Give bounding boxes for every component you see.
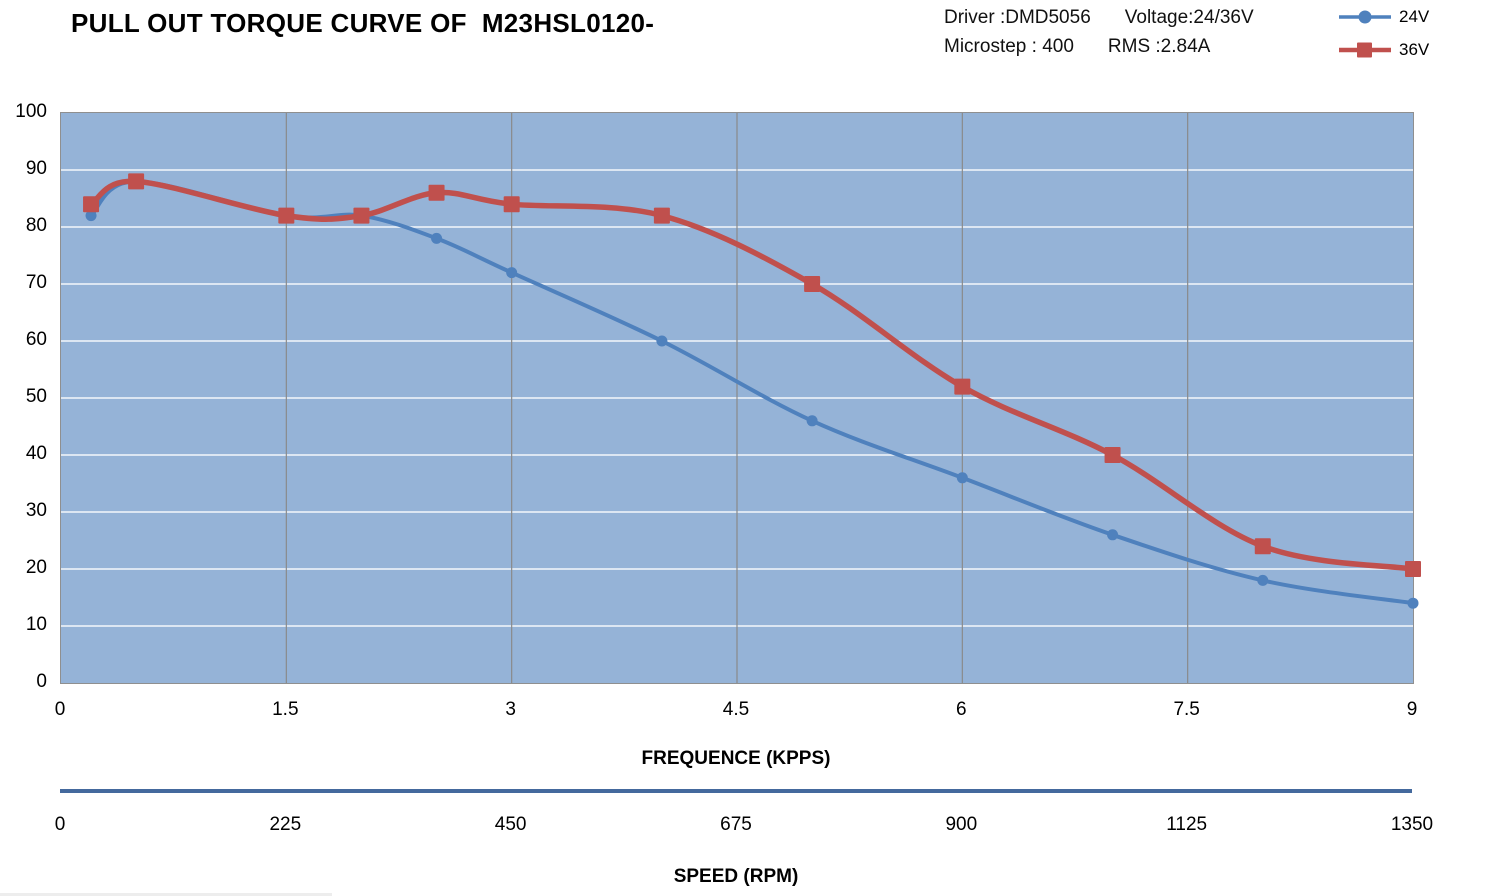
legend-24v-label: 24V xyxy=(1399,7,1430,26)
rms-label: RMS :2.84A xyxy=(1107,35,1211,57)
speed-tick-450: 450 xyxy=(494,814,527,835)
y-tick-50: 50 xyxy=(25,386,47,407)
speed-tick-1350: 1350 xyxy=(1390,814,1434,835)
plot-area xyxy=(60,112,1421,684)
driver-label: Driver :DMD5056 xyxy=(944,6,1091,28)
driver-info-block: Driver :DMD5056 Voltage:24/36V Microstep… xyxy=(944,3,1254,61)
series-36v-point-0 xyxy=(83,196,100,213)
series-24v-point-11 xyxy=(1407,597,1419,609)
series-36v-point-1 xyxy=(128,173,145,190)
series-36v-point-10 xyxy=(1254,538,1271,555)
y-tick-30: 30 xyxy=(25,500,47,521)
microstep-label: Microstep : 400 xyxy=(944,35,1074,57)
series-36v-point-6 xyxy=(653,207,670,224)
series-36v-point-7 xyxy=(804,276,821,292)
series-24v-point-6 xyxy=(656,335,668,347)
x-tick-0: 0 xyxy=(54,699,66,720)
torque-curve-chart xyxy=(61,113,1421,683)
legend-36v-label: 36V xyxy=(1399,40,1430,59)
y-tick-10: 10 xyxy=(25,614,47,635)
series-24v-point-7 xyxy=(806,415,818,427)
y-tick-90: 90 xyxy=(25,158,47,179)
series-24v-point-5 xyxy=(506,267,518,279)
series-36v-line xyxy=(88,178,1416,572)
series-36v-point-4 xyxy=(428,184,445,201)
y-tick-100: 100 xyxy=(15,101,47,122)
series-36v-point-5 xyxy=(503,196,520,213)
legend-item-24v: 24V xyxy=(1338,4,1429,30)
x-tick-6: 6 xyxy=(956,699,967,720)
x-axis-title: FREQUENCE (KPPS) xyxy=(641,748,831,769)
y-tick-40: 40 xyxy=(25,443,47,464)
y-tick-20: 20 xyxy=(25,557,47,578)
series-36v-point-9 xyxy=(1104,447,1121,463)
speed-tick-1125: 1125 xyxy=(1166,814,1208,835)
series-36v-point-2 xyxy=(278,207,295,224)
chart-title: PULL OUT TORQUE CURVE OF M23HSL0120- xyxy=(71,8,655,38)
legend-item-36v: 36V xyxy=(1338,37,1429,63)
legend-24v-line-marker-icon xyxy=(1339,10,1391,24)
voltage-label: Voltage:24/36V xyxy=(1124,6,1254,28)
series-24v-point-8 xyxy=(956,472,968,484)
speed-axis-title: SPEED (RPM) xyxy=(673,866,799,887)
bottom-edge-divider xyxy=(0,893,332,896)
y-tick-70: 70 xyxy=(25,272,47,293)
x-tick-4.5: 4.5 xyxy=(722,699,750,720)
x-tick-3: 3 xyxy=(505,699,516,720)
series-24v-point-10 xyxy=(1257,574,1269,586)
speed-tick-900: 900 xyxy=(945,814,978,835)
legend: 24V 36V xyxy=(1338,4,1429,70)
x-tick-9: 9 xyxy=(1406,699,1418,720)
speed-axis-line xyxy=(60,789,1412,793)
x-tick-1.5: 1.5 xyxy=(272,699,299,720)
speed-tick-675: 675 xyxy=(720,814,752,835)
driver-info-line-1: Driver :DMD5056 Voltage:24/36V xyxy=(944,3,1254,32)
series-24v-point-4 xyxy=(431,232,443,244)
speed-tick-0: 0 xyxy=(54,814,66,835)
x-tick-7.5: 7.5 xyxy=(1173,699,1200,720)
series-36v-point-3 xyxy=(353,207,370,224)
series-24v-line xyxy=(89,179,1415,606)
legend-36v-line-marker-icon xyxy=(1339,42,1391,58)
y-tick-0: 0 xyxy=(36,671,47,692)
series-24v-point-0 xyxy=(85,210,97,222)
driver-info-line-2: Microstep : 400 RMS :2.84A xyxy=(944,32,1254,61)
series-36v-point-8 xyxy=(954,378,971,395)
speed-tick-225: 225 xyxy=(269,814,302,835)
y-tick-60: 60 xyxy=(25,329,47,350)
series-24v-point-9 xyxy=(1107,529,1119,541)
y-tick-80: 80 xyxy=(25,215,47,236)
series-36v-point-11 xyxy=(1405,561,1421,577)
